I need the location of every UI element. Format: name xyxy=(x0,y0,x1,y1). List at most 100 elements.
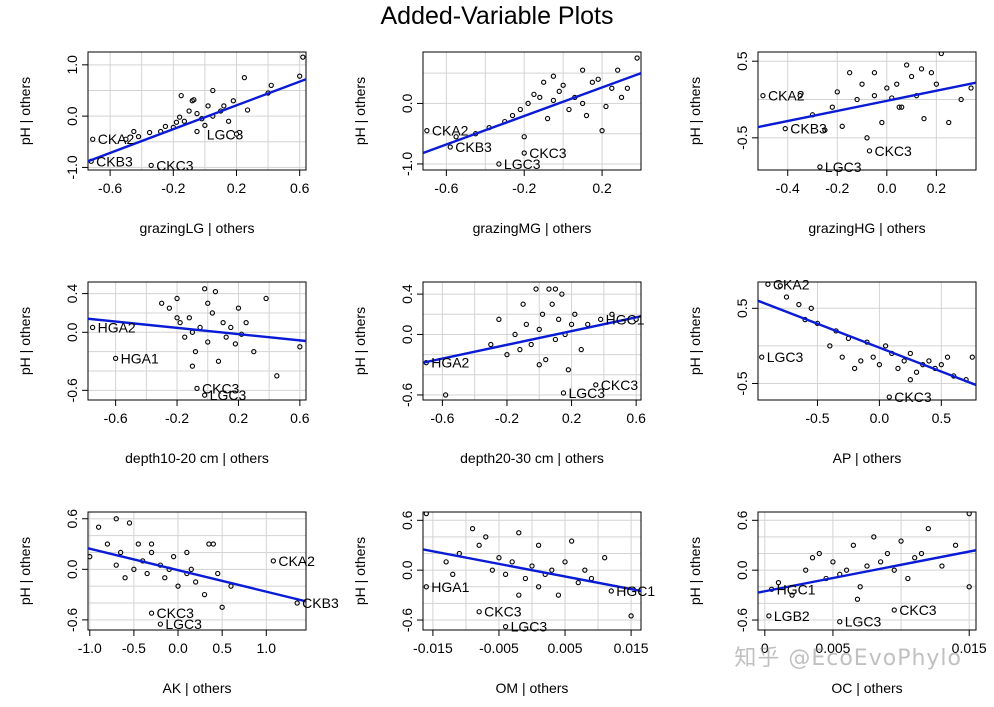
data-point xyxy=(913,369,920,375)
data-point xyxy=(871,534,877,540)
plot-frame xyxy=(422,51,642,171)
data-point xyxy=(871,93,878,99)
data-point xyxy=(782,125,788,132)
data-point xyxy=(251,348,257,355)
data-point xyxy=(839,123,845,129)
data-point xyxy=(589,79,595,85)
point-label: CKA2 xyxy=(432,123,469,139)
data-point xyxy=(583,112,590,119)
y-axis-label: pH | others xyxy=(352,307,368,375)
data-point xyxy=(870,354,876,360)
x-tick-label: 0.5 xyxy=(212,640,232,656)
data-point xyxy=(210,87,216,94)
x-tick-label: -0.2 xyxy=(495,410,519,426)
data-point xyxy=(219,604,225,610)
plot-frame xyxy=(757,51,977,171)
data-point xyxy=(854,596,861,602)
fit-line xyxy=(423,315,641,364)
data-point xyxy=(898,538,904,544)
plot-frame xyxy=(422,511,642,631)
panel-7: -1.0 -0.5 0.0 0.5 1.0 -0.6 0.0 0.6 AK | others pH… xyxy=(17,509,339,696)
fit-line xyxy=(88,317,306,343)
data-point xyxy=(562,559,568,565)
data-point xyxy=(939,563,945,569)
y-tick-label: 0.0 xyxy=(64,106,80,126)
data-point xyxy=(839,354,845,360)
data-point xyxy=(104,541,111,547)
data-point xyxy=(186,108,192,114)
data-point xyxy=(131,566,137,572)
panel-3: -0.4 -0.2 0.0 0.2 -0.5 0.5 grazingHG | others p… xyxy=(687,51,977,236)
data-point xyxy=(194,110,200,117)
point-label: LGB2 xyxy=(774,608,810,624)
y-tick-label: 0.0 xyxy=(734,560,750,580)
y-tick-label: -0.5 xyxy=(734,126,750,150)
data-point xyxy=(186,315,192,321)
data-point xyxy=(294,600,300,606)
watermark: 知乎 @EcoEvoPhylo xyxy=(734,646,962,671)
data-point xyxy=(946,119,952,126)
data-point xyxy=(453,134,459,140)
data-point xyxy=(830,559,836,565)
data-point xyxy=(854,96,860,103)
data-point xyxy=(575,579,581,586)
data-point xyxy=(777,283,783,289)
data-point xyxy=(544,115,551,122)
y-tick-label: 0.0 xyxy=(64,559,80,579)
data-point xyxy=(243,319,249,326)
data-point xyxy=(157,621,164,627)
point-label: LGC3 xyxy=(825,159,862,175)
data-point xyxy=(555,592,562,598)
plot-frame xyxy=(757,281,977,401)
x-tick-label: 0.6 xyxy=(290,410,310,426)
data-point xyxy=(174,295,180,302)
data-point xyxy=(194,385,200,392)
x-tick-label: -0.015 xyxy=(413,640,453,656)
data-point xyxy=(555,316,562,322)
data-point xyxy=(866,148,873,154)
data-point xyxy=(496,161,502,167)
data-point xyxy=(901,358,907,364)
data-point xyxy=(559,291,565,297)
x-tick-label: 0.2 xyxy=(227,180,247,196)
data-point xyxy=(539,311,546,317)
data-point xyxy=(162,575,168,581)
x-tick-label: 0.0 xyxy=(870,410,890,426)
data-point xyxy=(201,591,208,598)
point-label: CKB3 xyxy=(96,153,133,169)
data-point xyxy=(618,94,625,101)
data-point xyxy=(148,162,154,169)
data-point xyxy=(578,346,584,353)
data-point xyxy=(899,104,905,110)
point-label: LGC3 xyxy=(210,387,247,403)
point-label: HGC1 xyxy=(616,583,655,599)
data-point xyxy=(450,571,456,577)
y-tick-label: 0.0 xyxy=(399,325,415,345)
data-point xyxy=(582,567,588,573)
data-point xyxy=(191,97,197,103)
y-axis-label: pH | others xyxy=(687,537,703,605)
x-axis-label: OC | others xyxy=(831,680,902,696)
point-label: CKC3 xyxy=(484,604,522,620)
data-point xyxy=(502,624,509,630)
data-point xyxy=(549,567,555,573)
fit-line xyxy=(758,549,976,594)
data-point xyxy=(113,516,119,522)
point-label: HGC1 xyxy=(777,581,816,597)
y-axis-label: pH | others xyxy=(687,77,703,145)
data-point xyxy=(549,301,555,307)
data-point xyxy=(608,588,614,594)
point-label: CKC3 xyxy=(202,380,240,396)
y-tick-label: -0.6 xyxy=(734,608,750,632)
data-point xyxy=(215,358,222,364)
data-point xyxy=(215,570,221,577)
data-point xyxy=(966,584,972,590)
data-point xyxy=(194,128,200,135)
data-point xyxy=(209,310,216,316)
x-axis-label: depth10-20 cm | others xyxy=(125,450,269,466)
data-point xyxy=(921,116,927,122)
point-label: CKA2 xyxy=(773,276,810,292)
point-label: CKB3 xyxy=(790,121,827,137)
data-point xyxy=(952,542,959,548)
x-tick-label: 0.015 xyxy=(952,640,987,656)
